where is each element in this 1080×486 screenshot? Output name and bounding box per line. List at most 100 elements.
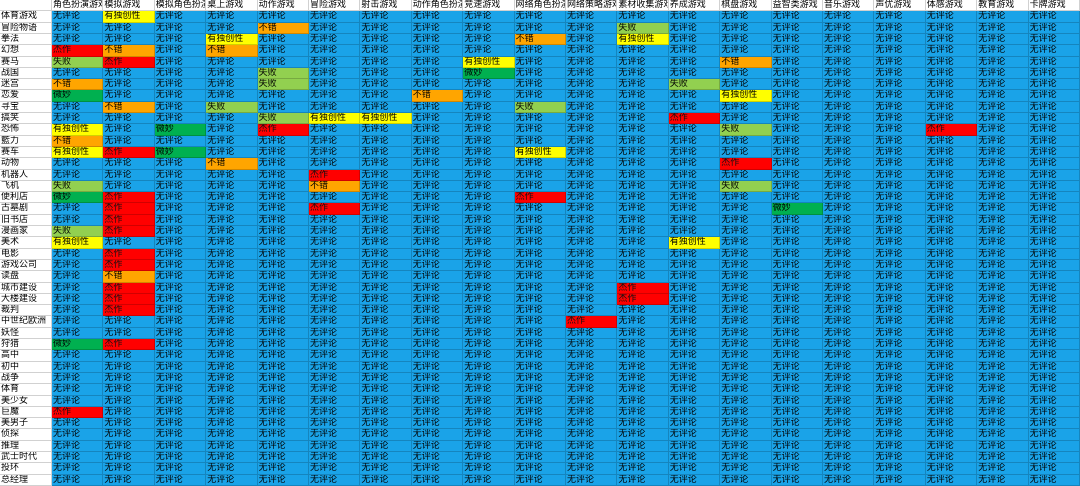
rating-cell: 失败 bbox=[52, 181, 103, 192]
rating-cell: 无评论 bbox=[309, 45, 360, 56]
rating-cell: 无评论 bbox=[206, 418, 257, 429]
rating-cell: 无评论 bbox=[977, 373, 1028, 384]
rating-cell: 无评论 bbox=[977, 328, 1028, 339]
rating-cell: 无评论 bbox=[669, 170, 720, 181]
rating-cell: 无评论 bbox=[1029, 441, 1080, 452]
rating-cell: 无评论 bbox=[52, 384, 103, 395]
rating-cell: 无评论 bbox=[206, 170, 257, 181]
rating-cell: 无评论 bbox=[772, 339, 823, 350]
rating-cell: 无评论 bbox=[103, 463, 154, 474]
rating-cell: 无评论 bbox=[1029, 260, 1080, 271]
rating-cell: 无评论 bbox=[977, 124, 1028, 135]
rating-cell: 无评论 bbox=[566, 226, 617, 237]
rating-cell: 无评论 bbox=[617, 362, 668, 373]
rating-cell: 无评论 bbox=[155, 260, 206, 271]
rating-cell: 无评论 bbox=[1029, 305, 1080, 316]
rating-cell: 无评论 bbox=[874, 328, 925, 339]
rating-cell: 无评论 bbox=[1029, 23, 1080, 34]
rating-cell: 无评论 bbox=[52, 350, 103, 361]
rating-cell: 无评论 bbox=[258, 11, 309, 22]
rating-cell: 无评论 bbox=[360, 429, 411, 440]
rating-cell: 无评论 bbox=[515, 113, 566, 124]
row-label: 裁判 bbox=[0, 305, 52, 316]
rating-cell: 无评论 bbox=[1029, 226, 1080, 237]
rating-cell: 无评论 bbox=[617, 350, 668, 361]
rating-cell: 不错 bbox=[515, 34, 566, 45]
rating-cell: 无评论 bbox=[977, 102, 1028, 113]
rating-cell: 无评论 bbox=[772, 294, 823, 305]
rating-cell: 无评论 bbox=[309, 215, 360, 226]
rating-cell: 无评论 bbox=[772, 260, 823, 271]
rating-cell: 无评论 bbox=[669, 316, 720, 327]
rating-cell: 无评论 bbox=[926, 113, 977, 124]
rating-cell: 无评论 bbox=[772, 226, 823, 237]
rating-cell: 无评论 bbox=[103, 441, 154, 452]
rating-cell: 无评论 bbox=[309, 147, 360, 158]
rating-cell: 无评论 bbox=[258, 203, 309, 214]
rating-cell: 杰作 bbox=[617, 283, 668, 294]
row-label: 机器人 bbox=[0, 170, 52, 181]
rating-cell: 无评论 bbox=[566, 34, 617, 45]
rating-cell: 无评论 bbox=[155, 373, 206, 384]
rating-cell: 无评论 bbox=[360, 237, 411, 248]
rating-cell: 无评论 bbox=[360, 203, 411, 214]
rating-cell: 失败 bbox=[206, 102, 257, 113]
rating-cell: 无评论 bbox=[52, 475, 103, 486]
rating-cell: 无评论 bbox=[669, 260, 720, 271]
rating-cell: 无评论 bbox=[772, 57, 823, 68]
rating-cell: 无评论 bbox=[1029, 475, 1080, 486]
row-label: 寻宝 bbox=[0, 102, 52, 113]
rating-cell: 无评论 bbox=[720, 328, 771, 339]
rating-cell: 无评论 bbox=[103, 396, 154, 407]
rating-cell: 杰作 bbox=[103, 294, 154, 305]
rating-cell: 无评论 bbox=[515, 215, 566, 226]
rating-cell: 无评论 bbox=[52, 441, 103, 452]
rating-cell: 无评论 bbox=[720, 339, 771, 350]
rating-cell: 无评论 bbox=[772, 362, 823, 373]
rating-cell: 无评论 bbox=[1029, 181, 1080, 192]
row-label: 古墓剧 bbox=[0, 203, 52, 214]
rating-cell: 无评论 bbox=[206, 124, 257, 135]
rating-cell: 无评论 bbox=[155, 79, 206, 90]
row-label: 幻想 bbox=[0, 45, 52, 56]
rating-cell: 杰作 bbox=[103, 283, 154, 294]
rating-cell: 无评论 bbox=[823, 226, 874, 237]
rating-cell: 无评论 bbox=[669, 45, 720, 56]
row-label: 美少女 bbox=[0, 396, 52, 407]
rating-cell: 无评论 bbox=[1029, 215, 1080, 226]
rating-cell: 无评论 bbox=[566, 396, 617, 407]
rating-cell: 杰作 bbox=[103, 192, 154, 203]
rating-cell: 无评论 bbox=[874, 23, 925, 34]
rating-cell: 无评论 bbox=[977, 316, 1028, 327]
row-label: 投环 bbox=[0, 463, 52, 474]
rating-cell: 无评论 bbox=[515, 316, 566, 327]
rating-cell: 无评论 bbox=[772, 316, 823, 327]
rating-cell: 无评论 bbox=[360, 452, 411, 463]
rating-cell: 无评论 bbox=[515, 158, 566, 169]
rating-cell: 无评论 bbox=[566, 170, 617, 181]
rating-cell: 无评论 bbox=[566, 124, 617, 135]
rating-cell: 无评论 bbox=[772, 384, 823, 395]
rating-cell: 无评论 bbox=[309, 396, 360, 407]
rating-cell: 无评论 bbox=[772, 181, 823, 192]
rating-cell: 无评论 bbox=[1029, 45, 1080, 56]
rating-cell: 无评论 bbox=[874, 226, 925, 237]
rating-cell: 无评论 bbox=[926, 418, 977, 429]
rating-cell: 无评论 bbox=[412, 249, 463, 260]
rating-cell: 无评论 bbox=[463, 463, 514, 474]
rating-cell: 无评论 bbox=[823, 418, 874, 429]
rating-cell: 无评论 bbox=[360, 294, 411, 305]
rating-cell: 无评论 bbox=[720, 34, 771, 45]
rating-cell: 无评论 bbox=[874, 203, 925, 214]
rating-cell: 微妙 bbox=[52, 339, 103, 350]
rating-cell: 无评论 bbox=[1029, 90, 1080, 101]
rating-cell: 无评论 bbox=[258, 170, 309, 181]
rating-cell: 无评论 bbox=[463, 147, 514, 158]
rating-cell: 无评论 bbox=[463, 102, 514, 113]
rating-cell: 无评论 bbox=[669, 271, 720, 282]
row-label: 赛车 bbox=[0, 147, 52, 158]
rating-cell: 无评论 bbox=[874, 113, 925, 124]
column-header: 音乐游戏 bbox=[823, 0, 874, 11]
rating-cell: 无评论 bbox=[823, 79, 874, 90]
